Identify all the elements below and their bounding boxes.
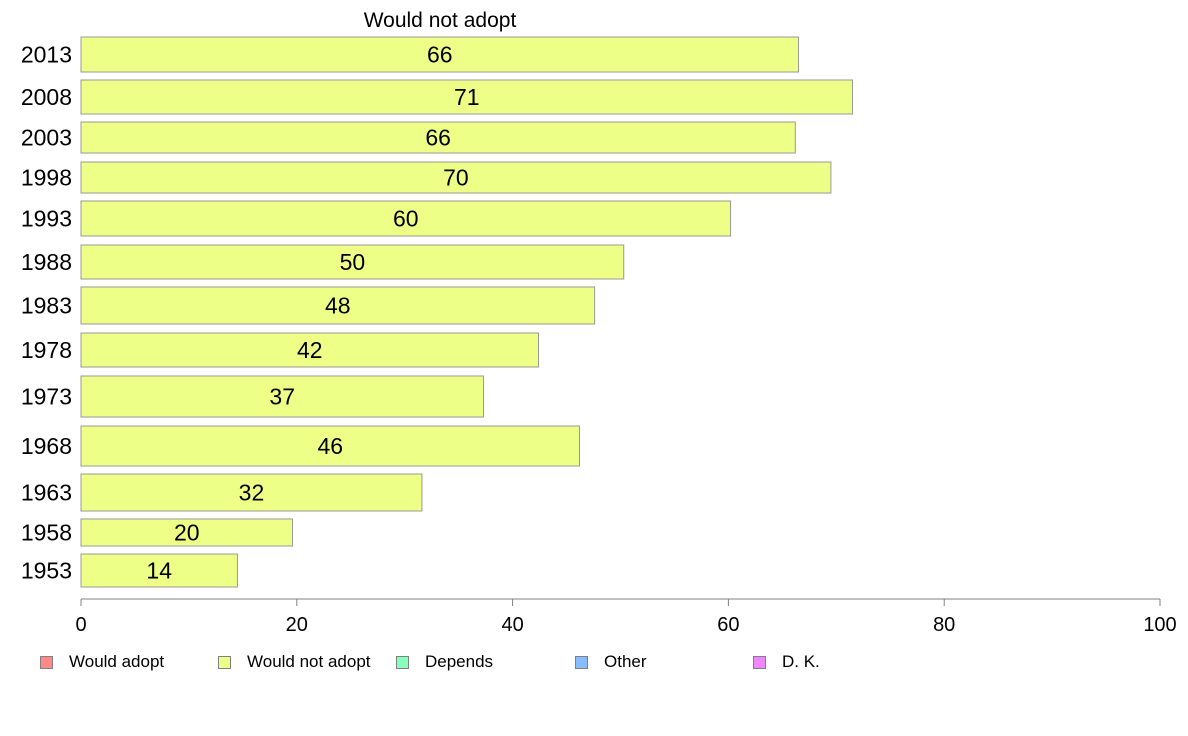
legend-label-other: Other: [604, 652, 647, 671]
legend-item-depends: Depends: [396, 652, 493, 672]
x-tick-label-20: 20: [286, 614, 308, 636]
legend-swatch-depends: [396, 655, 409, 669]
y-axis-labels: 2013 2008 2003 1998 1993 1988 1983 1978 1973 1968…: [21, 42, 72, 584]
y-tick-label-2008: 2008: [21, 84, 72, 110]
y-tick-label-2013: 2013: [21, 42, 72, 68]
data-label-1963: 32: [239, 480, 265, 506]
legend-item-other: Other: [575, 652, 647, 672]
x-axis: 0 20 40 60 80 100: [75, 598, 1177, 636]
data-label-1998: 70: [443, 165, 469, 191]
bar-1988: [80, 244, 625, 280]
legend-swatch-would-adopt: [40, 655, 53, 669]
bar-2003: [80, 121, 796, 154]
data-label-1988: 50: [340, 249, 366, 275]
y-tick-label-1983: 1983: [21, 293, 72, 319]
bar-1958: [80, 518, 293, 547]
legend-swatch-dk: [753, 655, 766, 669]
y-tick-label-1958: 1958: [21, 520, 72, 546]
y-tick-label-1968: 1968: [21, 433, 72, 459]
bar-1978: [80, 332, 539, 368]
y-tick-label-2003: 2003: [21, 125, 72, 151]
bar-1968: [80, 425, 580, 467]
y-tick-label-1988: 1988: [21, 249, 72, 275]
bar-1963: [80, 473, 423, 512]
y-tick-label-1978: 1978: [21, 337, 72, 363]
bar-1973: [80, 375, 484, 418]
data-label-2008: 71: [454, 84, 480, 110]
y-tick-label-1998: 1998: [21, 165, 72, 191]
legend-swatch-would-not-adopt: [218, 655, 231, 669]
data-label-2003: 66: [425, 125, 451, 151]
bar-1993: [80, 200, 732, 237]
data-label-1993: 60: [393, 206, 419, 232]
bar-2008: [80, 79, 853, 115]
data-label-1978: 42: [297, 337, 323, 363]
legend-label-depends: Depends: [425, 652, 494, 671]
data-label-2013: 66: [427, 42, 453, 68]
x-tick-label-100: 100: [1143, 614, 1176, 636]
data-label-1953: 14: [146, 558, 172, 584]
legend-item-would-not-adopt: Would not adopt: [218, 652, 371, 672]
data-label-1983: 48: [325, 293, 351, 319]
legend-swatch-other: [575, 655, 588, 669]
data-label-1973: 37: [269, 384, 295, 410]
x-tick-label-60: 60: [717, 614, 739, 636]
chart-title: Would not adopt: [364, 9, 517, 32]
y-tick-label-1953: 1953: [21, 558, 72, 584]
bar-1983: [80, 286, 596, 325]
bar-2013: [80, 36, 800, 73]
legend-label-dk: D. K.: [782, 652, 820, 671]
y-tick-label-1973: 1973: [21, 384, 72, 410]
legend: Would adopt Would not adopt Depends Othe…: [40, 652, 1140, 674]
data-label-1958: 20: [174, 520, 200, 546]
x-tick-label-40: 40: [501, 614, 523, 636]
legend-label-would-adopt: Would adopt: [69, 652, 165, 671]
data-label-1968: 46: [317, 433, 343, 459]
legend-label-would-not-adopt: Would not adopt: [247, 652, 371, 671]
legend-item-would-adopt: Would adopt: [40, 652, 164, 672]
bar-1998: [80, 161, 832, 194]
x-tick-label-80: 80: [933, 614, 955, 636]
y-tick-label-1963: 1963: [21, 480, 72, 506]
legend-item-dk: D. K.: [753, 652, 820, 672]
bar-1953: [80, 553, 238, 588]
y-tick-label-1993: 1993: [21, 206, 72, 232]
x-tick-label-0: 0: [75, 614, 86, 636]
